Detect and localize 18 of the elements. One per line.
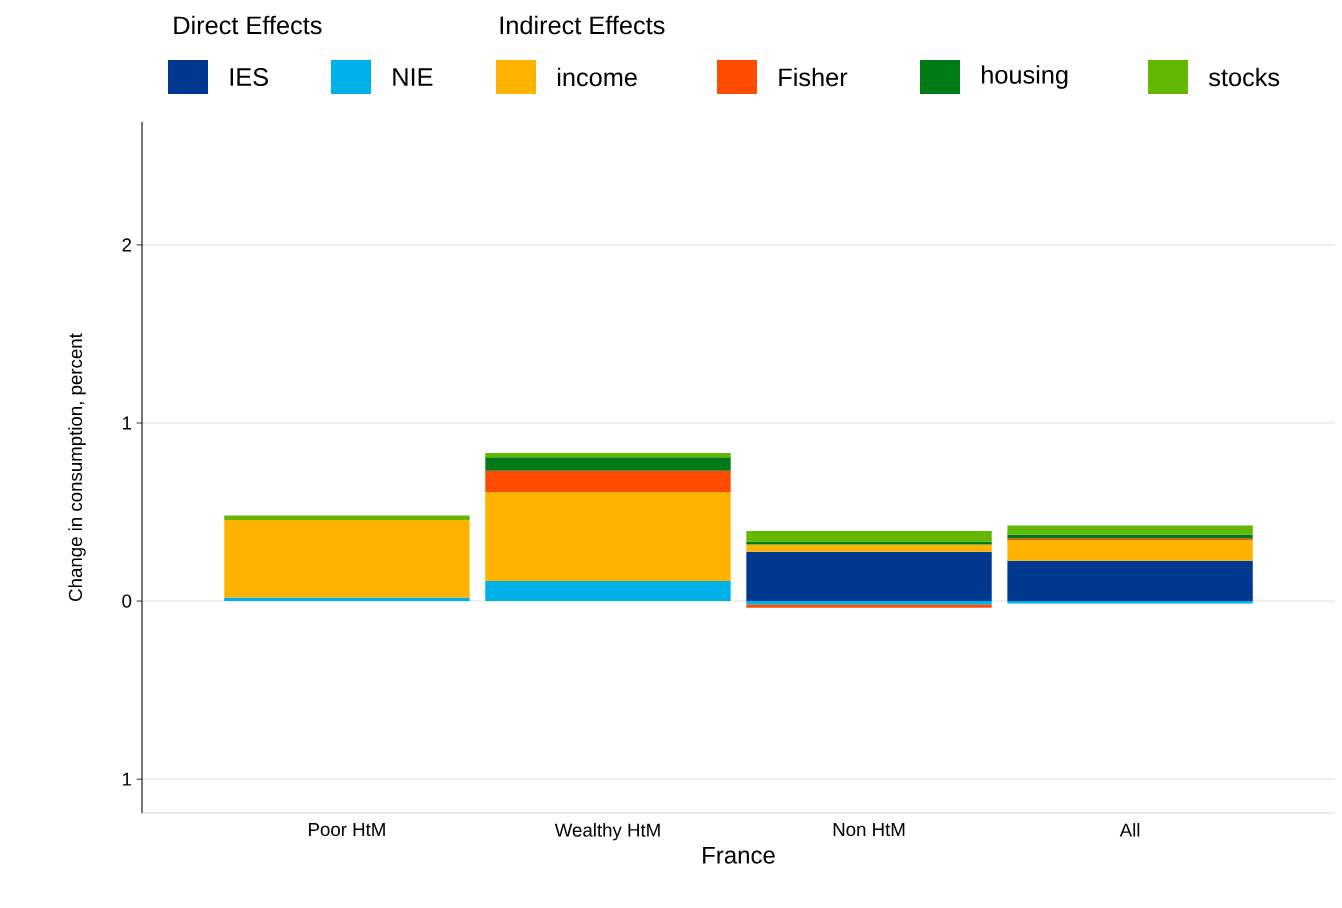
text: Direct Effects [174, 15, 322, 35]
x-tick-label: All [1119, 823, 1140, 837]
x-tick-label: Non HtM [833, 823, 905, 837]
x-tick-label: Wealthy HtM [554, 823, 660, 841]
y-tick-label: 1 [123, 772, 132, 786]
y-tick-label: 1 [123, 416, 132, 430]
legend-label: Fisher [779, 67, 848, 87]
x-tick-label: Poor HtM [309, 823, 385, 837]
y-axis-title: Change in consumption, percent [68, 333, 86, 601]
legend-label: NIE [393, 68, 433, 86]
y-tick-label: 0 [122, 594, 132, 608]
legend-label: stocks [1208, 67, 1280, 87]
legend-label: income [557, 67, 637, 87]
legend-label: housing [982, 65, 1068, 89]
legend-label: IES [230, 68, 268, 86]
x-axis-title: France [703, 846, 775, 864]
text: Indirect Effects [500, 15, 665, 35]
y-tick-label: 2 [122, 238, 132, 252]
